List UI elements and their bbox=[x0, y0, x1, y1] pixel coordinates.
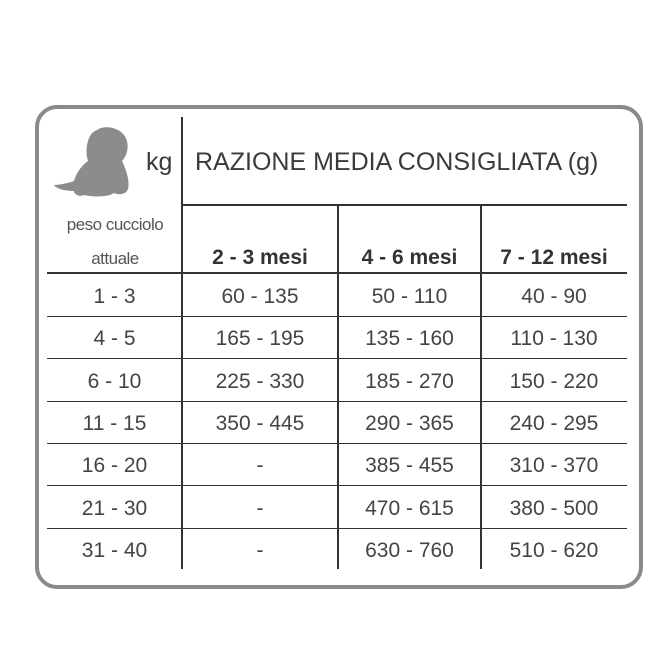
ration-cell: 385 - 455 bbox=[365, 454, 454, 478]
ration-cell: 350 - 445 bbox=[215, 411, 305, 435]
weight-cell: 4 - 5 bbox=[93, 327, 136, 351]
column-header: 2 - 3 mesi bbox=[212, 246, 308, 269]
column-header: 4 - 6 mesi bbox=[361, 246, 458, 269]
table-frame bbox=[35, 105, 643, 589]
ration-cell: 510 - 620 bbox=[509, 538, 599, 562]
ration-cell: 470 - 615 bbox=[365, 496, 454, 520]
weight-label-line1: peso cucciolo bbox=[66, 215, 164, 234]
divider bbox=[47, 272, 627, 274]
weight-cell: 6 - 10 bbox=[87, 369, 142, 393]
ration-cell: 50 - 110 bbox=[371, 285, 448, 308]
ration-cell: 135 - 160 bbox=[365, 327, 454, 351]
ration-cell: 225 - 330 bbox=[215, 369, 305, 393]
ration-cell: 185 - 270 bbox=[365, 369, 454, 393]
puppy-icon bbox=[54, 127, 129, 197]
weight-cell: 1 - 3 bbox=[93, 285, 136, 308]
weight-cell: 16 - 20 bbox=[81, 454, 148, 478]
divider bbox=[181, 117, 183, 569]
divider bbox=[182, 204, 627, 206]
column-header: 7 - 12 mesi bbox=[500, 246, 608, 269]
table-title: RAZIONE MEDIA CONSIGLIATA (g) bbox=[195, 148, 599, 176]
ration-cell: 240 - 295 bbox=[509, 411, 599, 435]
ration-cell: 40 - 90 bbox=[521, 285, 587, 308]
ration-cell: - bbox=[256, 538, 264, 562]
row-divider bbox=[47, 527, 627, 529]
weight-cell: 11 - 15 bbox=[82, 411, 147, 435]
weight-label-line2: attuale bbox=[91, 249, 139, 268]
ration-cell: 150 - 220 bbox=[509, 369, 599, 393]
ration-cell: - bbox=[256, 496, 264, 520]
unit-label: kg bbox=[146, 148, 173, 176]
ration-cell: 310 - 370 bbox=[509, 454, 599, 478]
ration-cell: 60 - 135 bbox=[221, 285, 299, 308]
divider bbox=[480, 205, 482, 569]
ration-cell: 290 - 365 bbox=[365, 411, 454, 435]
weight-cell: 21 - 30 bbox=[81, 496, 148, 520]
row-divider bbox=[47, 442, 627, 444]
weight-cell: 31 - 40 bbox=[81, 538, 148, 562]
ration-cell: 380 - 500 bbox=[509, 496, 599, 520]
ration-cell: 630 - 760 bbox=[365, 538, 454, 562]
ration-cell: 110 - 130 bbox=[510, 327, 598, 351]
row-divider bbox=[47, 316, 627, 317]
divider bbox=[337, 205, 339, 569]
row-divider bbox=[47, 400, 627, 402]
ration-cell: - bbox=[256, 454, 264, 478]
row-divider bbox=[47, 485, 627, 487]
row-divider bbox=[47, 358, 627, 360]
ration-cell: 165 - 195 bbox=[215, 327, 305, 351]
